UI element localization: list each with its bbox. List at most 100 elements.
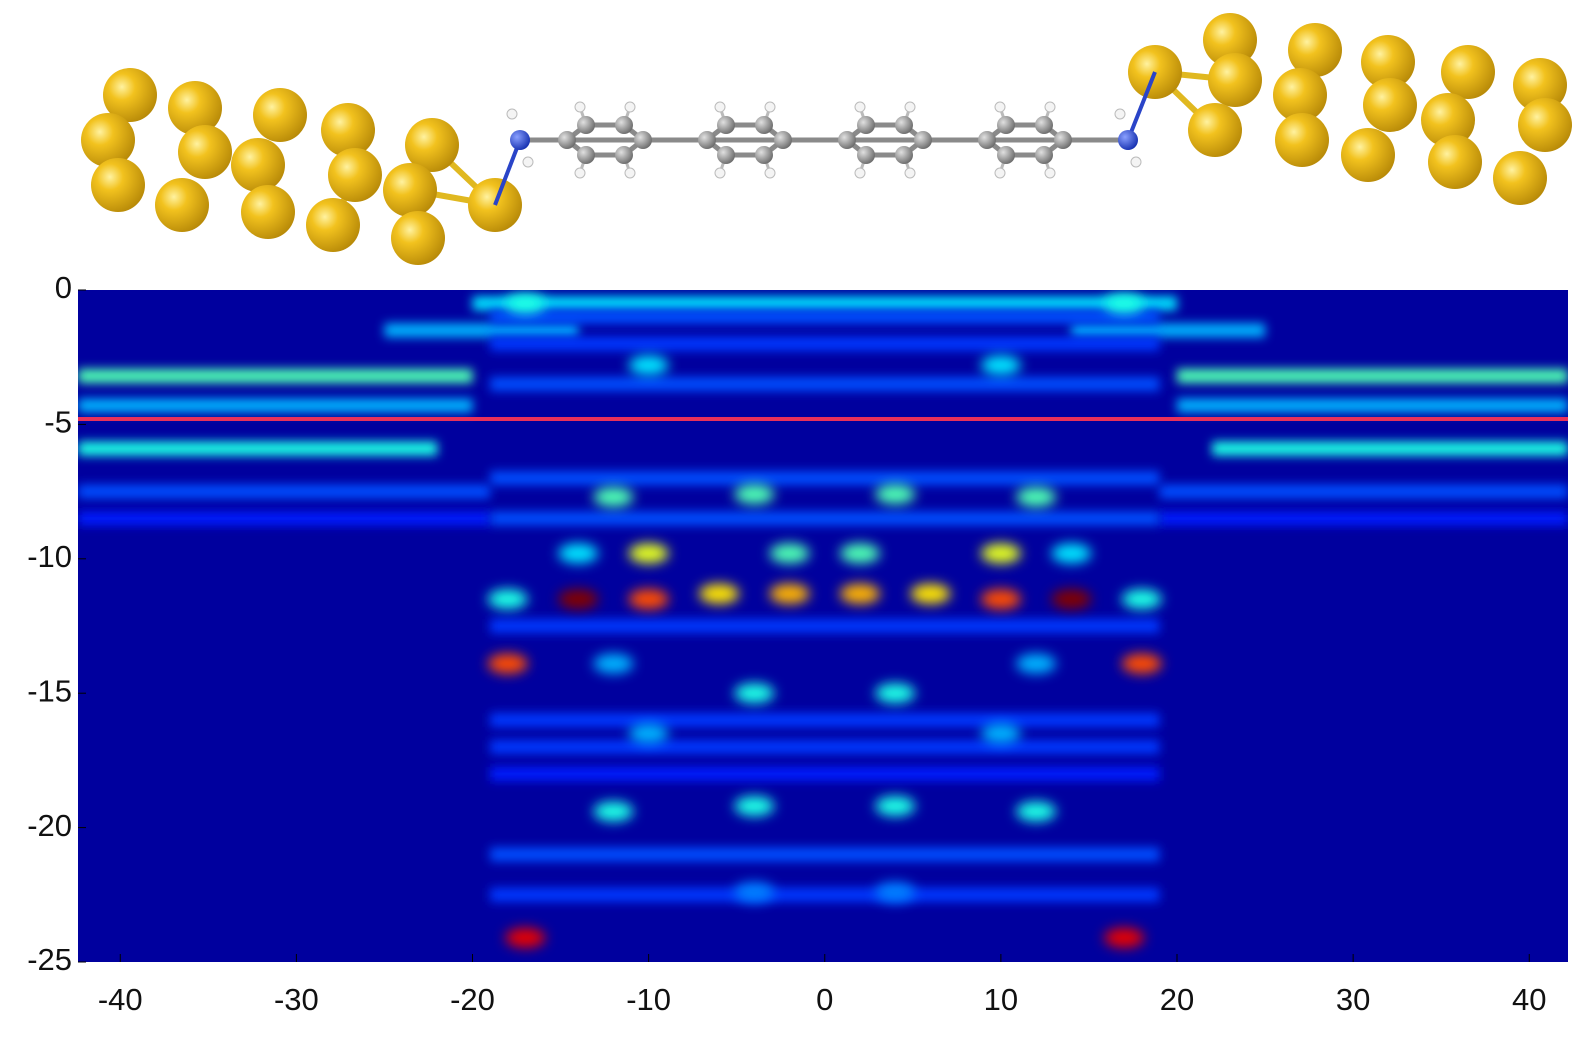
carbon-atom — [577, 116, 595, 134]
heatmap-spot — [875, 796, 916, 817]
heatmap-spot — [1051, 589, 1092, 610]
carbon-atom — [895, 146, 913, 164]
heatmap-spot — [505, 293, 546, 314]
heatmap-spot — [980, 543, 1021, 564]
carbon-atom — [558, 131, 576, 149]
heatmap-band — [490, 739, 1160, 754]
nitrogen-atom — [510, 130, 530, 150]
heatmap-spot — [980, 589, 1021, 610]
x-tick-label: 40 — [1512, 982, 1546, 1017]
heatmap-spot — [628, 355, 669, 376]
gold-atom — [91, 158, 145, 212]
heatmap-band — [490, 619, 1160, 633]
heatmap-spot — [734, 683, 775, 704]
heatmap-band — [78, 484, 491, 499]
molecule-illustration — [81, 13, 1572, 265]
y-tick-label: -5 — [44, 405, 72, 440]
heatmap-spot — [487, 589, 528, 610]
heatmap-spot — [1121, 589, 1162, 610]
carbon-atom — [634, 131, 652, 149]
gold-atom — [1203, 13, 1257, 67]
heatmap-spot — [699, 583, 740, 604]
nitrogen-atom — [1118, 130, 1138, 150]
hydrogen-atom — [522, 156, 534, 168]
gold-atom — [321, 103, 375, 157]
gold-atom — [241, 185, 295, 239]
heatmap-spot — [628, 543, 669, 564]
heatmap-spot — [980, 723, 1021, 744]
hydrogen-atom — [764, 167, 776, 179]
heatmap-spot — [593, 653, 634, 674]
carbon-atom — [914, 131, 932, 149]
gold-atom — [1275, 113, 1329, 167]
heatmap-spot — [734, 796, 775, 817]
gold-atom — [253, 88, 307, 142]
carbon-atom — [997, 146, 1015, 164]
y-tick-label: -25 — [27, 942, 72, 977]
gold-atom — [1421, 93, 1475, 147]
hydrogen-atom — [574, 167, 586, 179]
heatmap-spot — [487, 653, 528, 674]
hydrogen-atom — [1044, 167, 1056, 179]
x-tick-label: 10 — [984, 982, 1018, 1017]
heatmap-band — [1212, 441, 1568, 456]
carbon-atom — [755, 146, 773, 164]
gold-atom — [1493, 151, 1547, 205]
plot-area — [78, 290, 1568, 962]
hydrogen-atom — [574, 101, 586, 113]
heatmap-spot — [593, 486, 634, 507]
heatmap-band — [1177, 398, 1568, 413]
gold-atom — [81, 113, 135, 167]
hydrogen-atom — [994, 167, 1006, 179]
heatmap-spot — [734, 882, 775, 903]
heatmap-spot — [910, 583, 951, 604]
carbon-atom — [857, 116, 875, 134]
carbon-atom — [698, 131, 716, 149]
x-tick-label: -20 — [450, 982, 495, 1017]
heatmap-spot — [875, 882, 916, 903]
gold-atom — [1513, 58, 1567, 112]
heatmap-spot — [839, 543, 880, 564]
heatmap-band — [490, 713, 1160, 728]
hydrogen-atom — [1114, 108, 1126, 120]
carbon-atom — [1035, 146, 1053, 164]
heatmap-spot — [769, 583, 810, 604]
carbon-atom — [895, 116, 913, 134]
heatmap-spot — [558, 543, 599, 564]
heatmap-band — [78, 398, 473, 413]
carbon-atom — [577, 146, 595, 164]
gold-atom — [168, 81, 222, 135]
heatmap-spot — [839, 583, 880, 604]
gold-atom — [328, 148, 382, 202]
heatmap-band — [490, 309, 1160, 324]
carbon-atom — [997, 116, 1015, 134]
heatmap-spot — [1051, 543, 1092, 564]
heatmap-spot — [769, 543, 810, 564]
hydrogen-atom — [854, 101, 866, 113]
carbon-atom — [615, 116, 633, 134]
heatmap-spot — [875, 683, 916, 704]
hydrogen-atom — [714, 101, 726, 113]
heatmap-spot — [734, 484, 775, 505]
x-tick-label: -30 — [274, 982, 319, 1017]
heatmap-spot — [558, 589, 599, 610]
heatmap-spot — [1104, 293, 1145, 314]
heatmap-spot — [628, 723, 669, 744]
heatmap-band — [78, 369, 473, 384]
gold-atom — [1361, 35, 1415, 89]
gold-atom — [1273, 68, 1327, 122]
hydrogen-atom — [714, 167, 726, 179]
hydrogen-atom — [624, 167, 636, 179]
hydrogen-atom — [764, 101, 776, 113]
heatmap-spot — [980, 355, 1021, 376]
x-tick-label: -40 — [98, 982, 143, 1017]
carbon-atom — [755, 116, 773, 134]
carbon-atom — [615, 146, 633, 164]
heatmap-band — [490, 887, 1160, 902]
carbon-atom — [1035, 116, 1053, 134]
heatmap-spot — [1016, 486, 1057, 507]
heatmap-spot — [628, 589, 669, 610]
heatmap-band — [78, 511, 491, 526]
heatmap-spot — [593, 801, 634, 822]
